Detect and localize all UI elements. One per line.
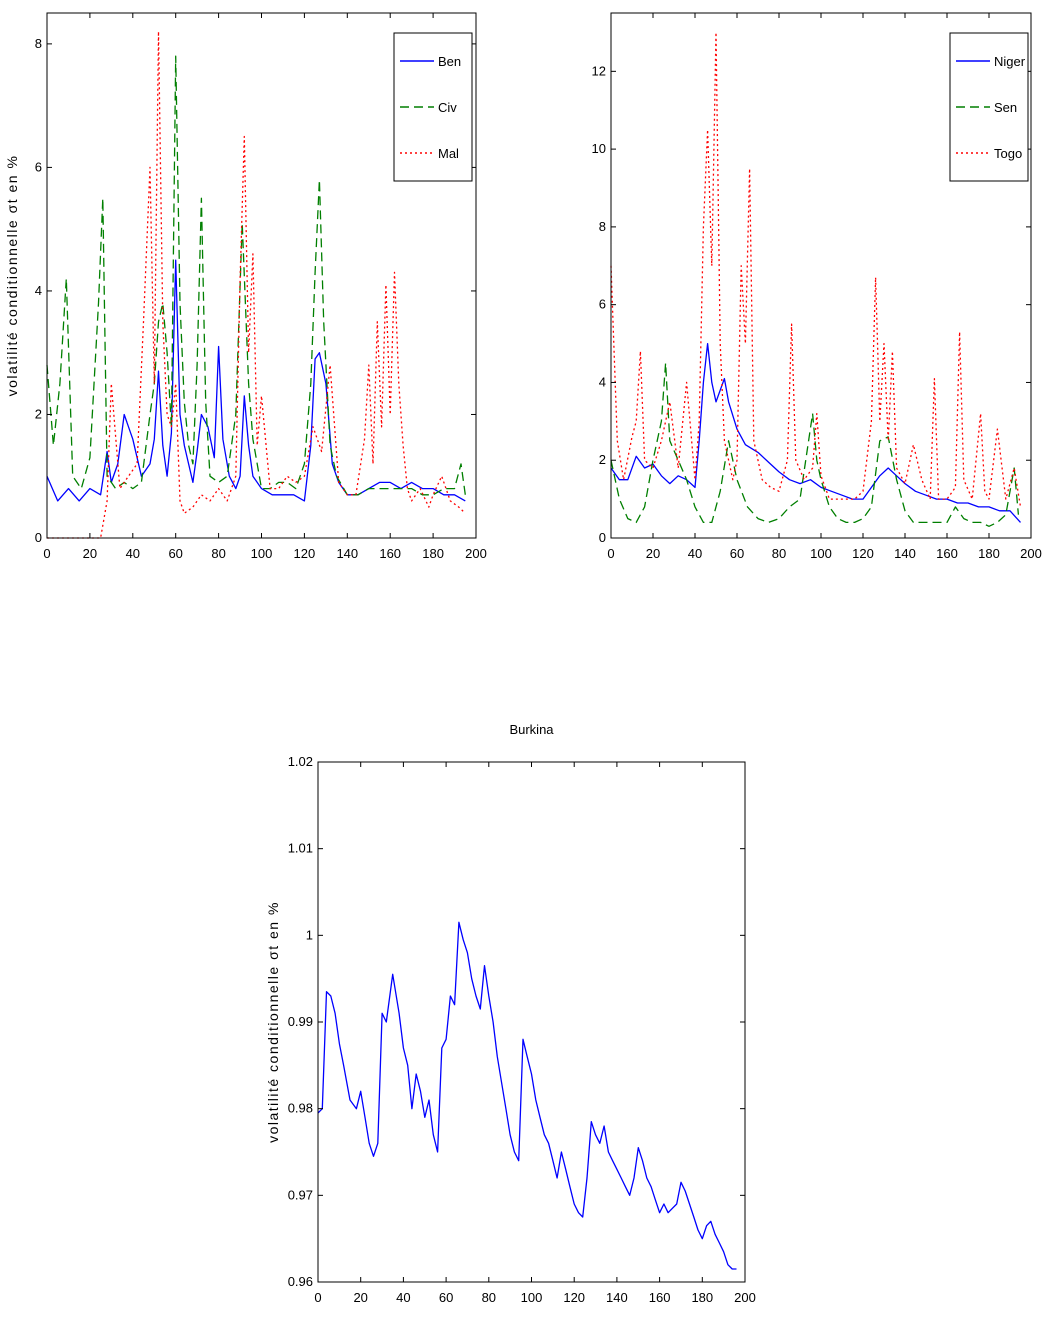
x-tick-label: 200: [465, 546, 487, 561]
series-line-togo: [610, 31, 1022, 508]
chart-panel-burkina: 0 20 40 60 80 100 120 140 160 180 200 0.96 0.97 0.98 0…: [265, 722, 756, 1305]
series-line-sen: [610, 362, 1020, 527]
x-tick-label: 160: [936, 546, 958, 561]
x-tick-label: 120: [563, 1290, 585, 1305]
y-tick-label: 8: [35, 36, 42, 51]
y-tick-label: 0.99: [288, 1014, 313, 1029]
y-axis-label: volatilité conditionnelle σt en %: [4, 155, 20, 397]
chart-panel-top-right: 0 20 40 60 80 100 120 140 160 180 200 0 2 4 6 8 10 12 Nige…: [592, 12, 1042, 561]
chart-title: Burkina: [509, 722, 554, 737]
legend-label-sen: Sen: [994, 100, 1017, 115]
x-tick-label: 60: [439, 1290, 453, 1305]
x-tick-label: 20: [353, 1290, 367, 1305]
legend-label-niger: Niger: [994, 54, 1026, 69]
x-tick-label: 60: [730, 546, 744, 561]
y-tick-label: 6: [599, 297, 606, 312]
x-tick-label: 140: [894, 546, 916, 561]
y-tick-label: 12: [592, 63, 606, 78]
chart-panel-top-left: 0 20 40 60 80 100 120 140 160 180 200 0 2 4 6 8 volatili…: [4, 12, 487, 561]
x-tick-label: 40: [126, 546, 140, 561]
legend-label-mal: Mal: [438, 146, 459, 161]
x-tick-label: 180: [978, 546, 1000, 561]
x-tick-label: 0: [43, 546, 50, 561]
y-axis-label: volatilité conditionnelle σt en %: [265, 901, 281, 1143]
x-tick-label: 0: [314, 1290, 321, 1305]
x-tick-label: 100: [251, 546, 273, 561]
y-tick-label: 8: [599, 219, 606, 234]
y-tick-label: 0.98: [288, 1101, 313, 1116]
legend-label-ben: Ben: [438, 54, 461, 69]
x-tick-label: 160: [379, 546, 401, 561]
x-tick-label: 80: [211, 546, 225, 561]
legend: Niger Sen Togo: [949, 32, 1029, 182]
x-tick-label: 160: [649, 1290, 671, 1305]
legend-label-togo: Togo: [994, 146, 1022, 161]
x-tick-label: 140: [606, 1290, 628, 1305]
legend-label-civ: Civ: [438, 100, 457, 115]
y-tick-label: 0.97: [288, 1187, 313, 1202]
y-tick-label: 1: [306, 927, 313, 942]
x-tick-label: 180: [422, 546, 444, 561]
y-tick-label: 1.01: [288, 841, 313, 856]
x-tick-label: 200: [734, 1290, 756, 1305]
x-tick-label: 80: [772, 546, 786, 561]
y-tick-label: 4: [599, 374, 606, 389]
x-tick-label: 180: [691, 1290, 713, 1305]
x-tick-label: 200: [1020, 546, 1042, 561]
y-tick-label: 2: [35, 406, 42, 421]
x-tick-label: 120: [294, 546, 316, 561]
x-tick-label: 100: [810, 546, 832, 561]
series-line-civ: [46, 55, 466, 496]
x-tick-label: 40: [396, 1290, 410, 1305]
y-tick-label: 4: [35, 283, 42, 298]
x-tick-label: 60: [168, 546, 182, 561]
legend: Ben Civ Mal: [393, 32, 473, 182]
y-tick-label: 0: [35, 530, 42, 545]
series-line-mal: [47, 30, 466, 539]
x-tick-label: 120: [852, 546, 874, 561]
x-tick-label: 100: [521, 1290, 543, 1305]
series-line-ben: [46, 259, 466, 502]
y-tick-label: 1.02: [288, 754, 313, 769]
x-tick-label: 20: [83, 546, 97, 561]
x-tick-label: 140: [336, 546, 358, 561]
x-tick-label: 0: [607, 546, 614, 561]
y-tick-label: 0: [599, 530, 606, 545]
series-line-p2-s0: [317, 921, 737, 1270]
y-tick-label: 6: [35, 159, 42, 174]
x-tick-label: 20: [646, 546, 660, 561]
y-tick-label: 10: [592, 141, 606, 156]
y-tick-label: 2: [599, 452, 606, 467]
x-tick-label: 80: [482, 1290, 496, 1305]
y-tick-label: 0.96: [288, 1274, 313, 1289]
x-tick-label: 40: [688, 546, 702, 561]
